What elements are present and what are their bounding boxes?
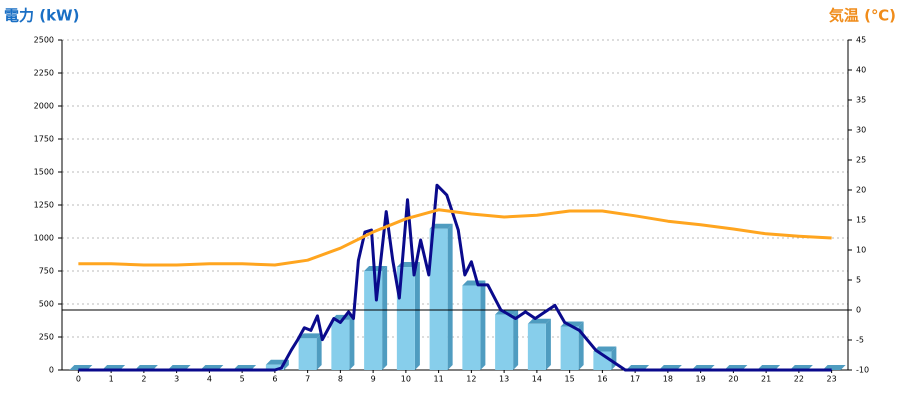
x-tick-label: 1 (109, 375, 114, 384)
x-tick-label: 11 (434, 375, 444, 384)
x-tick-label: 20 (728, 375, 738, 384)
bar-side (349, 314, 355, 370)
bar-side (447, 223, 453, 370)
bar-side (414, 262, 420, 370)
y2-tick-label: -5 (856, 336, 864, 345)
x-tick-label: 2 (141, 375, 146, 384)
x-tick-label: 0 (76, 375, 81, 384)
y-tick-label: 0 (49, 366, 54, 375)
y2-tick-label: 30 (856, 126, 866, 135)
y2-tick-label: 10 (856, 246, 866, 255)
x-tick-label: 22 (794, 375, 804, 384)
y-tick-label: 2000 (34, 102, 54, 111)
y-tick-label: 500 (39, 300, 54, 309)
x-tick-label: 16 (597, 375, 607, 384)
y2-tick-label: 35 (856, 96, 866, 105)
bar (462, 285, 481, 370)
y-tick-label: 1500 (34, 168, 54, 177)
bar-side (316, 333, 322, 370)
y-tick-label: 2250 (34, 69, 54, 78)
x-tick-label: 12 (466, 375, 476, 384)
y2-tick-label: 25 (856, 156, 866, 165)
x-tick-label: 9 (371, 375, 376, 384)
bar (298, 338, 317, 370)
x-tick-label: 15 (565, 375, 575, 384)
bar (560, 326, 579, 370)
y2-tick-label: 15 (856, 216, 866, 225)
bar-top (527, 318, 551, 324)
x-tick-label: 21 (761, 375, 771, 384)
bar-side (382, 266, 388, 370)
y2-tick-label: 5 (856, 276, 861, 285)
x-tick-label: 13 (499, 375, 509, 384)
bar (331, 319, 350, 370)
x-tick-label: 17 (630, 375, 640, 384)
y-tick-label: 250 (39, 333, 54, 342)
line (78, 183, 832, 372)
x-tick-label: 23 (827, 375, 837, 384)
y-axis-title: 電力 (kW) (4, 7, 79, 25)
x-tick-label: 3 (174, 375, 179, 384)
y2-tick-label: 0 (856, 306, 861, 315)
y-tick-label: 2500 (34, 36, 54, 45)
x-tick-label: 14 (532, 375, 542, 384)
y-tick-label: 750 (39, 267, 54, 276)
y2-tick-label: 45 (856, 36, 866, 45)
x-tick-label: 8 (338, 375, 343, 384)
bar-top (298, 333, 322, 339)
x-tick-label: 10 (401, 375, 411, 384)
y-tick-label: 1250 (34, 201, 54, 210)
bar-side (545, 318, 551, 370)
y2-tick-label: 40 (856, 66, 866, 75)
x-tick-label: 7 (305, 375, 310, 384)
bar (429, 228, 448, 370)
y2-tick-label: 20 (856, 186, 866, 195)
bar-side (513, 309, 519, 370)
y2-tick-label: -10 (856, 366, 869, 375)
x-tick-label: 6 (272, 375, 277, 384)
bar (495, 314, 514, 370)
line (78, 208, 832, 267)
x-tick-label: 4 (207, 375, 212, 384)
bar (265, 364, 284, 370)
y-tick-label: 1000 (34, 234, 54, 243)
bar-side (480, 280, 486, 370)
bar-side (283, 359, 289, 370)
bar (396, 267, 415, 370)
bar-top (429, 223, 453, 229)
y2-axis-title: 気温 (℃) (829, 7, 896, 25)
bar-top (593, 346, 617, 352)
y-tick-label: 1750 (34, 135, 54, 144)
x-tick-label: 19 (696, 375, 706, 384)
bar (527, 323, 546, 370)
x-tick-label: 18 (663, 375, 673, 384)
x-tick-label: 5 (240, 375, 245, 384)
